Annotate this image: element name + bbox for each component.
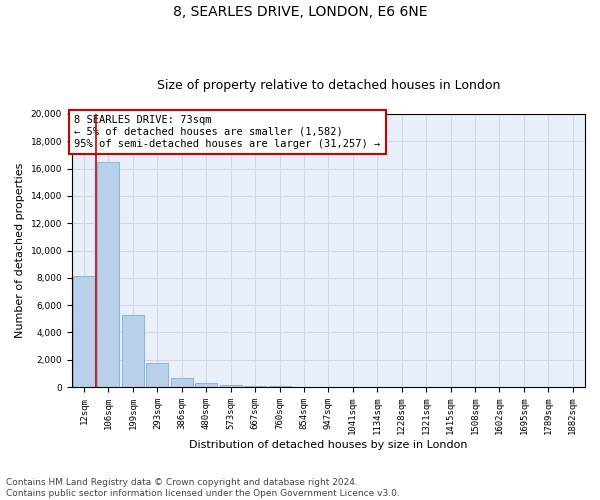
Bar xyxy=(220,384,242,387)
Text: Contains HM Land Registry data © Crown copyright and database right 2024.
Contai: Contains HM Land Registry data © Crown c… xyxy=(6,478,400,498)
Title: Size of property relative to detached houses in London: Size of property relative to detached ho… xyxy=(157,79,500,92)
Bar xyxy=(171,378,193,387)
Bar xyxy=(146,362,169,387)
X-axis label: Distribution of detached houses by size in London: Distribution of detached houses by size … xyxy=(189,440,467,450)
Text: 8, SEARLES DRIVE, LONDON, E6 6NE: 8, SEARLES DRIVE, LONDON, E6 6NE xyxy=(173,5,427,19)
Y-axis label: Number of detached properties: Number of detached properties xyxy=(15,163,25,338)
Bar xyxy=(269,386,290,387)
Bar xyxy=(73,276,95,387)
Text: 8 SEARLES DRIVE: 73sqm
← 5% of detached houses are smaller (1,582)
95% of semi-d: 8 SEARLES DRIVE: 73sqm ← 5% of detached … xyxy=(74,116,380,148)
Bar xyxy=(97,162,119,387)
Bar xyxy=(244,386,266,387)
Bar xyxy=(195,384,217,387)
Bar xyxy=(122,314,144,387)
